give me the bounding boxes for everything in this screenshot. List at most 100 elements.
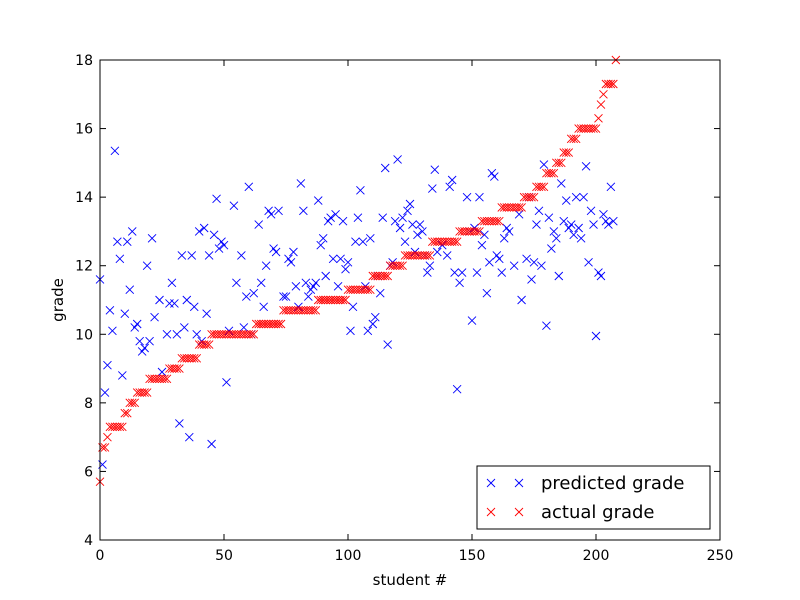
predicted-grade-point — [296, 179, 306, 188]
predicted-grade-point — [172, 329, 182, 339]
predicted-grade-point — [579, 192, 588, 202]
predicted-grade-point — [286, 257, 296, 267]
actual-grade-point — [492, 216, 502, 226]
predicted-grade-point — [331, 209, 340, 219]
predicted-grade-point — [244, 182, 254, 192]
predicted-grade-point — [569, 230, 578, 240]
actual-grade-point — [561, 148, 571, 157]
predicted-grade-point — [447, 175, 457, 185]
predicted-grade-point — [408, 220, 417, 229]
predicted-grade-point — [155, 295, 164, 305]
predicted-grade-point — [341, 264, 350, 274]
predicted-grade-point — [586, 206, 596, 216]
predicted-grade-point — [517, 295, 526, 305]
actual-grade-point — [122, 408, 132, 418]
predicted-grade-point — [390, 216, 400, 226]
predicted-grade-point — [229, 201, 239, 211]
actual-grade-point — [100, 443, 110, 452]
predicted-grade-point — [328, 254, 338, 264]
predicted-grade-point — [457, 268, 467, 277]
predicted-grade-point — [490, 172, 499, 181]
actual-grade-point — [341, 295, 350, 305]
actual-grade-point — [274, 319, 283, 329]
actual-grade-point — [527, 192, 536, 202]
actual-grade-point — [472, 227, 482, 236]
actual-grade-point — [606, 79, 616, 89]
y-tick-label: 10 — [75, 327, 93, 343]
predicted-grade-point — [504, 227, 514, 236]
predicted-grade-point — [279, 292, 288, 301]
predicted-grade-point — [145, 336, 154, 346]
actual-grade-point — [338, 295, 348, 305]
actual-grade-point — [571, 134, 581, 144]
y-tick-label: 14 — [75, 190, 93, 206]
predicted-grade-point — [110, 146, 120, 156]
actual-grade-point — [596, 100, 606, 109]
legend-marker-cross — [486, 507, 496, 517]
predicted-grade-point — [165, 299, 174, 308]
predicted-grade-point — [135, 336, 144, 346]
predicted-grade-point — [366, 233, 375, 243]
predicted-grade-point — [514, 209, 524, 219]
y-tick-label: 16 — [75, 122, 93, 138]
predicted-grade-point — [393, 155, 402, 164]
predicted-grade-point — [375, 288, 385, 298]
actual-grade-point — [115, 422, 125, 432]
predicted-grade-point — [378, 213, 388, 223]
predicted-grade-point — [132, 319, 142, 329]
actual-grade-point — [383, 271, 392, 281]
predicted-grade-point — [222, 377, 231, 387]
actual-grade-point — [395, 261, 405, 271]
actual-grade-point — [172, 364, 182, 373]
x-tick-label: 150 — [459, 548, 486, 564]
actual-grade-point — [398, 261, 407, 271]
predicted-grade-point — [207, 439, 216, 449]
actual-grade-markers — [95, 55, 621, 487]
predicted-grade-point — [291, 281, 301, 291]
predicted-grade-point — [125, 285, 135, 295]
actual-grade-point — [276, 319, 286, 329]
predicted-grade-point — [358, 237, 368, 247]
predicted-grade-point — [398, 213, 407, 223]
predicted-grade-point — [105, 305, 115, 315]
predicted-grade-point — [261, 261, 271, 271]
predicted-grade-point — [212, 194, 221, 204]
predicted-grade-point — [544, 213, 554, 223]
predicted-grade-point — [556, 179, 566, 188]
legend-marker-cross — [486, 478, 496, 488]
predicted-grade-point — [147, 233, 157, 243]
actual-grade-point — [517, 203, 526, 212]
actual-grade-point — [549, 168, 559, 178]
actual-grade-point — [120, 408, 130, 418]
actual-grade-point — [127, 398, 137, 408]
legend-marker-predicted — [486, 478, 524, 488]
predicted-grade-point — [475, 192, 484, 202]
predicted-grade-point — [194, 227, 204, 236]
predicted-grade-point — [256, 278, 266, 288]
predicted-grade-point — [249, 288, 259, 298]
predicted-grade-point — [301, 278, 311, 288]
actual-grade-point — [423, 251, 432, 260]
predicted-grade-point — [415, 220, 425, 229]
predicted-grade-point — [299, 206, 308, 216]
y-axis-label: grade — [49, 278, 67, 322]
predicted-grade-point — [452, 384, 462, 394]
predicted-grade-point — [242, 292, 251, 301]
actual-grade-point — [380, 271, 390, 281]
y-tick-label: 4 — [84, 533, 93, 549]
predicted-grade-point — [281, 292, 291, 301]
predicted-grade-point — [497, 268, 507, 277]
predicted-grade-point — [266, 209, 276, 219]
predicted-grade-point — [274, 206, 283, 216]
predicted-grade-point — [304, 292, 313, 301]
predicted-grade-point — [400, 237, 410, 247]
predicted-grade-point — [405, 199, 415, 209]
x-tick-label: 200 — [583, 548, 610, 564]
actual-grade-point — [311, 305, 321, 315]
predicted-grade-point — [336, 254, 345, 264]
predicted-grade-point — [527, 275, 536, 284]
predicted-grade-point — [162, 329, 172, 339]
actual-grade-point — [514, 203, 524, 212]
predicted-grade-point — [561, 196, 571, 205]
actual-grade-point — [556, 158, 566, 168]
